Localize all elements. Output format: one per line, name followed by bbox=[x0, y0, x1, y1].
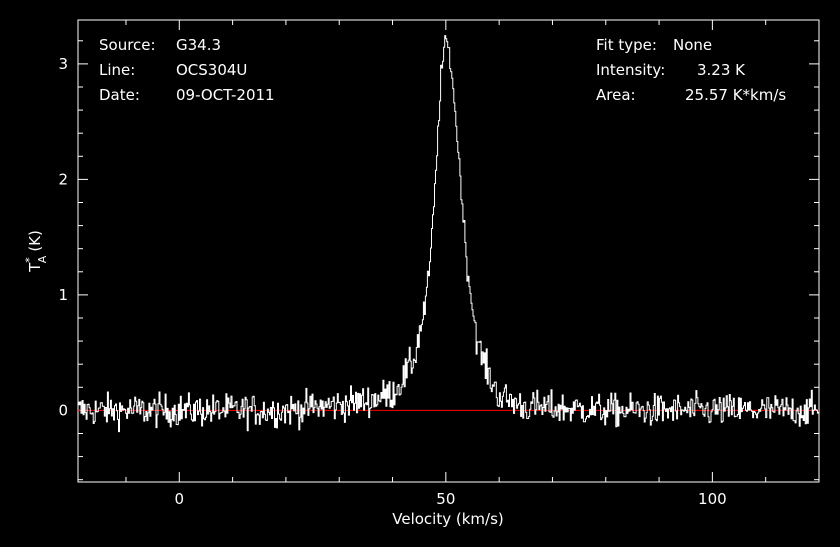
x-tick-label: 50 bbox=[436, 490, 455, 508]
intensity-label: Intensity: bbox=[596, 61, 665, 79]
plot-frame bbox=[77, 19, 820, 483]
fit-type-value: None bbox=[673, 36, 712, 54]
x-axis-label: Velocity (km/s) bbox=[392, 510, 503, 528]
x-tick-label: 0 bbox=[175, 490, 185, 508]
fit-type-label: Fit type: bbox=[596, 36, 657, 54]
axis-tick-labels: 0 50 100 0 1 2 3 bbox=[58, 55, 726, 508]
svg-text:T*A(K): T*A (K) bbox=[23, 230, 49, 273]
x-tick-label: 100 bbox=[698, 490, 727, 508]
spectrum-line bbox=[78, 35, 820, 433]
y-axis-label-unit: (K) bbox=[26, 230, 44, 252]
date-label: Date: bbox=[99, 86, 140, 104]
y-axis-label-sup: * bbox=[23, 257, 36, 263]
y-tick-label: 1 bbox=[58, 286, 68, 304]
y-axis-label: T*A (K) bbox=[23, 230, 49, 273]
source-value: G34.3 bbox=[176, 36, 221, 54]
date-value: 09-OCT-2011 bbox=[176, 86, 275, 104]
y-axis-label-main: T bbox=[26, 262, 44, 273]
intensity-value: 3.23 K bbox=[697, 61, 746, 79]
y-tick-label: 0 bbox=[58, 401, 68, 419]
area-value: 25.57 K*km/s bbox=[685, 86, 786, 104]
line-value: OCS304U bbox=[176, 61, 247, 79]
area-label: Area: bbox=[596, 86, 636, 104]
source-label: Source: bbox=[99, 36, 156, 54]
y-tick-label: 2 bbox=[58, 170, 68, 188]
line-label: Line: bbox=[99, 61, 135, 79]
y-tick-label: 3 bbox=[58, 55, 68, 73]
axis-ticks bbox=[78, 20, 820, 482]
y-axis-label-sub: A bbox=[36, 255, 49, 263]
